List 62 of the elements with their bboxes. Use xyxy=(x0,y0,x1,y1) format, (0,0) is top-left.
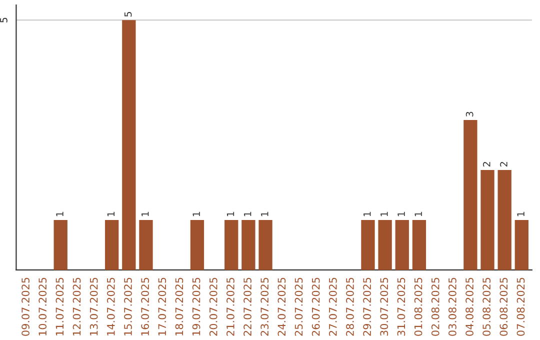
bar xyxy=(395,220,409,270)
x-tick-label: 25.07.2025 xyxy=(294,278,303,336)
bar xyxy=(361,220,375,270)
bar xyxy=(139,220,153,270)
x-tick-label: 01.08.2025 xyxy=(414,278,422,336)
x-tick-label: 05.08.2025 xyxy=(482,278,491,336)
data-label: 1 xyxy=(226,212,234,216)
x-tick-label: 02.08.2025 xyxy=(431,278,440,336)
x-tick-label: 11.07.2025 xyxy=(56,278,64,336)
data-label: 1 xyxy=(244,212,252,216)
x-tick-label: 06.08.2025 xyxy=(500,278,508,336)
data-label: 2 xyxy=(500,162,508,167)
x-tick-label: 03.08.2025 xyxy=(448,278,456,336)
bar xyxy=(258,220,272,270)
bar xyxy=(498,170,512,270)
data-label: 1 xyxy=(192,212,200,216)
data-label: 2 xyxy=(482,162,490,167)
bar xyxy=(190,220,204,270)
x-tick-label: 28.07.2025 xyxy=(346,278,354,336)
bar xyxy=(480,170,494,270)
x-tick-label: 29.07.2025 xyxy=(363,278,371,336)
x-tick-label: 20.07.2025 xyxy=(209,278,218,336)
data-label: 1 xyxy=(142,212,149,216)
data-label: 1 xyxy=(380,212,388,216)
x-tick-label: 17.07.2025 xyxy=(158,278,166,336)
x-tick-label: 04.08.2025 xyxy=(466,278,474,336)
x-tick-label: 07.08.2025 xyxy=(516,278,525,336)
bar xyxy=(378,220,392,270)
x-tick-label: 26.07.2025 xyxy=(312,278,320,336)
bar xyxy=(224,220,238,270)
data-label: 1 xyxy=(414,212,422,216)
data-label: 1 xyxy=(261,212,268,216)
x-tick-label: 23.07.2025 xyxy=(260,278,269,336)
x-tick-label: 22.07.2025 xyxy=(244,278,252,336)
data-label: 1 xyxy=(398,212,405,216)
bar xyxy=(514,220,528,270)
x-tick-label: 30.07.2025 xyxy=(380,278,388,336)
x-tick-label: 27.07.2025 xyxy=(328,278,337,336)
bar xyxy=(242,220,256,270)
x-tick-label: 19.07.2025 xyxy=(192,278,200,336)
x-tick-label: 14.07.2025 xyxy=(106,278,115,336)
x-tick-label: 13.07.2025 xyxy=(90,278,98,336)
x-tick-label: 31.07.2025 xyxy=(397,278,406,336)
x-tick-label: 12.07.2025 xyxy=(72,278,81,336)
data-label: 1 xyxy=(517,212,524,216)
data-label: 1 xyxy=(56,212,64,216)
x-tick-label: 24.07.2025 xyxy=(278,278,286,336)
bar xyxy=(464,120,478,270)
data-label: 1 xyxy=(364,212,371,216)
data-label: 5 xyxy=(124,12,132,17)
x-tick-label: 09.07.2025 xyxy=(22,278,30,336)
x-tick-label: 21.07.2025 xyxy=(226,278,234,336)
bar xyxy=(122,20,136,270)
data-label: 3 xyxy=(466,112,474,117)
bar xyxy=(54,220,68,270)
data-label: 1 xyxy=(107,212,115,216)
x-tick-label: 16.07.2025 xyxy=(141,278,149,336)
bar xyxy=(412,220,426,270)
bar xyxy=(104,220,119,270)
x-tick-label: 10.07.2025 xyxy=(38,278,47,336)
x-tick-label: 18.07.2025 xyxy=(175,278,184,336)
x-tick-label: 15.07.2025 xyxy=(124,278,132,336)
